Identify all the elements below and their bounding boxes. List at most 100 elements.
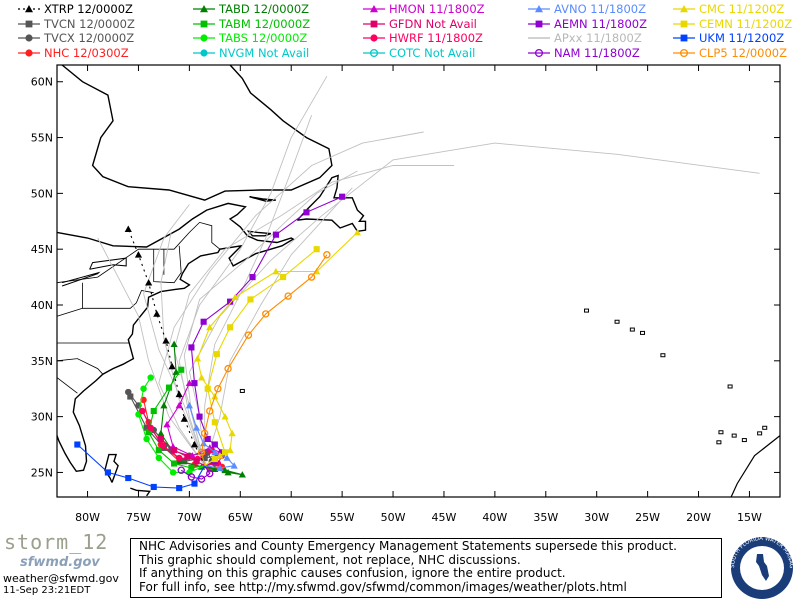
track-point-tabd bbox=[172, 368, 180, 375]
legend-label: AVNO 11/1800Z bbox=[554, 2, 646, 16]
lon-label: 75W bbox=[126, 511, 151, 524]
track-point-tabd bbox=[170, 340, 178, 347]
legend-label: HMON 11/1800Z bbox=[389, 2, 485, 16]
track-point-tvcn bbox=[201, 454, 208, 461]
track-point-xtrp bbox=[134, 251, 143, 258]
district-seal: SOUTH FLORIDA WATER MANAGEMENT DISTRICT bbox=[724, 532, 794, 599]
island bbox=[640, 330, 646, 335]
logo-text: storm_12 bbox=[4, 530, 109, 554]
track-point-aemn bbox=[204, 435, 211, 443]
track-point-tvcn bbox=[127, 393, 134, 400]
square-icon bbox=[25, 20, 33, 27]
lat-label: 55N bbox=[31, 132, 53, 145]
island bbox=[718, 430, 724, 435]
triangle-icon bbox=[370, 5, 378, 13]
track-point-tabm bbox=[150, 407, 157, 415]
track-point-cemn bbox=[211, 455, 218, 463]
lat-label: 60N bbox=[31, 76, 53, 89]
track-xtrp bbox=[127, 228, 206, 466]
track-point-cemn bbox=[227, 324, 234, 331]
legend-label: NVGM Not Avail bbox=[219, 45, 310, 60]
track-point-cemn bbox=[213, 351, 220, 358]
island bbox=[660, 353, 666, 358]
track-point-avno bbox=[230, 462, 238, 469]
square-icon bbox=[680, 20, 688, 27]
track-point-gfdn bbox=[157, 435, 164, 443]
track-point-clp5 bbox=[200, 429, 209, 438]
track-point-hmon bbox=[188, 452, 197, 459]
model-legend: XTRP 12/0000Z TVCN 12/0000Z TVCX 12/0000Z N… bbox=[0, 0, 800, 60]
lat-label: 40N bbox=[31, 299, 53, 312]
track-point-aemn bbox=[249, 274, 256, 281]
coastline bbox=[56, 202, 295, 473]
track-point-cmc bbox=[198, 373, 206, 381]
track-point-tabd bbox=[157, 429, 165, 437]
lon-label: 50W bbox=[381, 511, 406, 524]
track-point-hmon bbox=[175, 401, 183, 409]
track-apxx bbox=[204, 187, 353, 466]
contact-email[interactable]: weather@sfwmd.gov bbox=[3, 572, 119, 585]
square-icon bbox=[535, 20, 543, 27]
track-point-ukm bbox=[150, 483, 157, 491]
track-point-cemn bbox=[211, 419, 218, 426]
track-point-nam bbox=[177, 466, 185, 474]
track-point-aemn bbox=[200, 318, 207, 325]
disclaimer-line: NHC Advisories and County Emergency Mana… bbox=[139, 539, 677, 553]
track-point-cemn bbox=[204, 385, 211, 392]
coastline bbox=[296, 174, 367, 233]
legend-label: COTC Not Avail bbox=[389, 45, 476, 60]
track-point-clp5 bbox=[262, 310, 270, 318]
island bbox=[614, 319, 620, 324]
lon-label: 80W bbox=[75, 511, 100, 524]
border-line bbox=[56, 358, 104, 375]
track-point-clp5 bbox=[224, 364, 232, 373]
track-point-nam bbox=[197, 475, 206, 483]
track-point-tvcn bbox=[181, 458, 188, 465]
track-point-xtrp bbox=[153, 310, 161, 317]
disclaimer-link[interactable]: For full info, see http://my.sfwmd.gov/s… bbox=[139, 579, 627, 594]
track-point-clp5 bbox=[206, 407, 214, 415]
island bbox=[741, 438, 747, 443]
triangle-icon bbox=[200, 5, 208, 13]
track-point-tabd bbox=[224, 468, 232, 476]
lon-label: 65W bbox=[228, 511, 253, 524]
island bbox=[731, 433, 737, 438]
issue-timestamp: 11-Sep 23:21EDT bbox=[3, 585, 91, 596]
lat-label: 50N bbox=[31, 187, 53, 200]
lon-label: 25W bbox=[635, 511, 660, 524]
track-point-hmon bbox=[163, 420, 171, 428]
track-point-cemn bbox=[313, 246, 320, 253]
track-point-cmc bbox=[221, 413, 229, 420]
track-point-tabm bbox=[145, 429, 152, 436]
ring-icon bbox=[369, 48, 379, 57]
track-apxx bbox=[183, 170, 358, 466]
track-point-hmon bbox=[185, 379, 193, 387]
logo-subtext: sfwmd.gov bbox=[20, 555, 100, 570]
track-point-ukm bbox=[176, 485, 183, 492]
legend-label: TVCX 12/0000Z bbox=[44, 31, 135, 45]
legend-label: NAM 11/1800Z bbox=[554, 45, 640, 60]
track-point-tabs bbox=[169, 469, 177, 476]
track-point-ukm bbox=[104, 469, 111, 476]
track-point-hwrf bbox=[139, 407, 146, 415]
legend-label: TABM 12/0000Z bbox=[219, 16, 311, 31]
track-point-tabs bbox=[155, 454, 163, 462]
track-point-aemn bbox=[188, 344, 195, 351]
track-point-cmc bbox=[226, 446, 234, 453]
legend-label: CLP5 12/0000Z bbox=[699, 45, 787, 60]
island bbox=[584, 308, 590, 313]
track-point-xtrp bbox=[162, 337, 170, 344]
circle-icon bbox=[200, 34, 208, 42]
track-point-tabm bbox=[171, 460, 178, 467]
track-point-cmc bbox=[353, 228, 362, 236]
track-point-clp5 bbox=[284, 292, 292, 300]
track-point-aemn bbox=[303, 209, 310, 216]
track-point-nam bbox=[187, 473, 196, 481]
track-point-avno bbox=[223, 454, 231, 461]
track-point-xtrp bbox=[168, 362, 176, 370]
track-point-clp5 bbox=[214, 385, 222, 393]
legend-label: XTRP 12/0000Z bbox=[44, 2, 133, 16]
coastline bbox=[104, 453, 119, 483]
track-point-tvcx bbox=[125, 388, 132, 396]
island bbox=[762, 425, 768, 430]
